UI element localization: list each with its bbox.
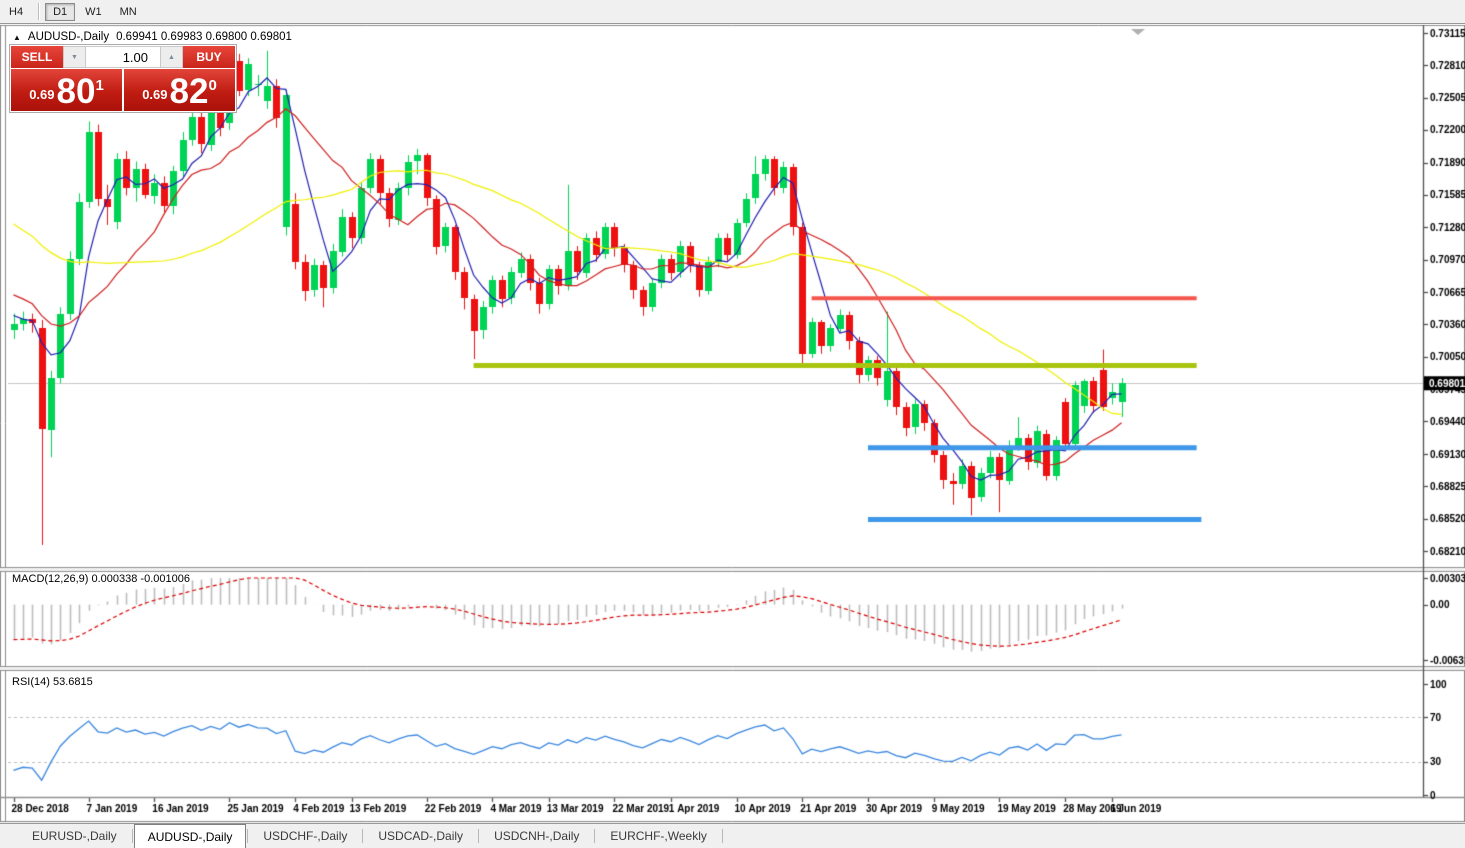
volume-increase-button[interactable]: ▲	[160, 46, 183, 68]
tab-separator	[478, 829, 480, 843]
chart-tab-bar: EURUSD-,Daily AUDUSD-,Daily USDCHF-,Daily U…	[0, 823, 1465, 848]
chart-tab-eurchf[interactable]: EURCHF-,Weekly	[610, 829, 707, 843]
collapse-chart-icon[interactable]: ▲	[13, 32, 21, 42]
toolbar-separator	[38, 3, 41, 20]
chart-header: ▲ AUDUSD-,Daily 0.69941 0.69983 0.69800 …	[13, 31, 292, 43]
sell-button[interactable]: SELL	[11, 46, 63, 68]
chart-tab-usdcad[interactable]: USDCAD-,Daily	[378, 829, 464, 843]
tab-separator	[362, 829, 364, 843]
timeframe-button-mn[interactable]: MN	[119, 5, 137, 18]
tab-separator	[594, 829, 596, 843]
timeframe-button-w1[interactable]: W1	[85, 5, 102, 18]
buy-price-prefix: 0.69	[142, 87, 168, 103]
chart-tab-usdcnh[interactable]: USDCNH-,Daily	[494, 829, 580, 843]
sell-price-prefix: 0.69	[29, 87, 55, 103]
buy-button[interactable]: BUY	[183, 46, 235, 68]
sell-price-big: 80	[56, 71, 96, 111]
volume-field-wrap	[86, 46, 160, 68]
buy-price-big: 82	[169, 71, 209, 111]
rsi-indicator-label: RSI(14) 53.6815	[12, 676, 93, 688]
chart-tab-usdchf[interactable]: USDCHF-,Daily	[263, 829, 348, 843]
chart-symbol-title: AUDUSD-,Daily	[27, 31, 110, 43]
tab-separator	[247, 829, 249, 843]
macd-indicator-label: MACD(12,26,9) 0.000338 -0.001006	[12, 573, 190, 585]
tab-separator	[721, 829, 723, 843]
buy-price-pipette: 0	[208, 77, 217, 94]
tab-separator	[131, 829, 133, 843]
volume-decrease-button[interactable]: ▼	[63, 46, 86, 68]
timeframe-toolbar: H4 D1 W1 MN	[0, 0, 1465, 24]
timeframe-button-d1[interactable]: D1	[45, 2, 76, 21]
sell-price-box[interactable]: 0.69 80 1	[11, 69, 122, 111]
volume-input[interactable]	[86, 47, 160, 67]
sell-price-pipette: 1	[95, 77, 104, 94]
chart-tab-eurusd[interactable]: EURUSD-,Daily	[32, 829, 117, 843]
one-click-trading-panel: SELL ▼ ▲ BUY 0.69 80 1 0.69 82 0	[9, 44, 237, 113]
chart-tab-audusd[interactable]: AUDUSD-,Daily	[133, 824, 247, 848]
chart-ohlc-values: 0.69941 0.69983 0.69800 0.69801	[116, 31, 292, 43]
buy-price-box[interactable]: 0.69 82 0	[124, 69, 235, 111]
timeframe-button-h4[interactable]: H4	[9, 5, 24, 18]
